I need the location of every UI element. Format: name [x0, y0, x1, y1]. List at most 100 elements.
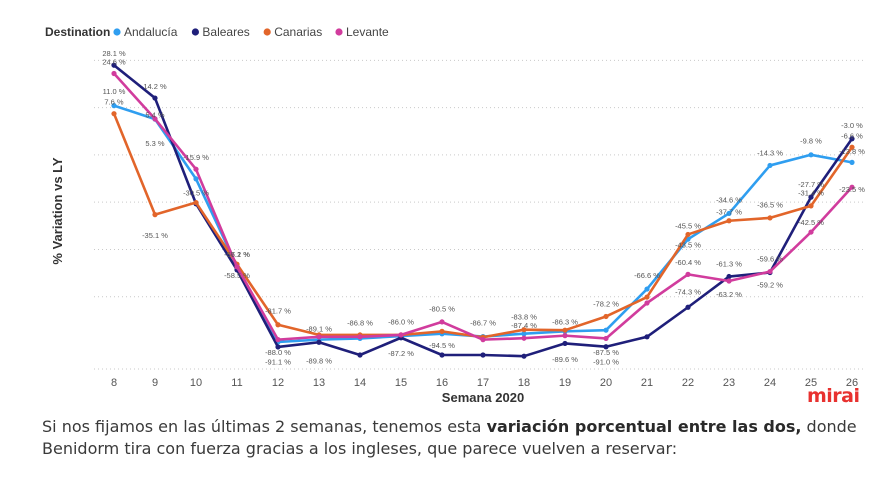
data-label-8: -15.9 %: [183, 153, 209, 162]
point-levante-12: [275, 337, 281, 343]
data-label-29: -87.5 %: [593, 348, 619, 357]
point-levante-8: [111, 70, 117, 77]
point-baleares-8: [111, 62, 117, 68]
point-canarias-12: [275, 322, 281, 328]
data-label-24: -83.8 %: [511, 313, 537, 322]
legend-marker-2: [263, 28, 271, 36]
legend-label-1: Baleares: [202, 25, 249, 39]
x-tick-label-24: 24: [764, 377, 776, 389]
data-label-38: -61.3 %: [716, 259, 742, 268]
data-label-47: -42.5 %: [798, 218, 824, 227]
data-label-48: -3.0 %: [841, 121, 863, 130]
data-label-32: -45.5 %: [675, 222, 701, 231]
legend-marker-3: [335, 28, 343, 36]
point-baleares-13: [316, 339, 322, 345]
data-label-46: -31.4 %: [798, 188, 824, 197]
point-baleares-14: [357, 352, 363, 358]
legend-marker-1: [191, 28, 199, 36]
point-baleares-23: [726, 273, 732, 280]
x-tick-label-20: 20: [600, 377, 612, 389]
data-label-16: -89.1 %: [306, 324, 332, 333]
point-levante-24: [767, 268, 773, 275]
legend-label-3: Levante: [346, 25, 389, 39]
point-andalucía-10: [193, 176, 199, 182]
caption-text: Si nos fijamos en las últimas 2 semanas,…: [42, 416, 872, 460]
data-label-45: -27.7 %: [798, 180, 824, 189]
caption-bold: variación porcentual entre las dos,: [486, 417, 802, 436]
data-label-41: -36.5 %: [757, 200, 783, 209]
data-label-36: -34.6 %: [716, 196, 742, 205]
legend-title: Destination: [45, 25, 110, 39]
data-label-11: -57.2 %: [224, 250, 250, 259]
point-canarias-25: [808, 203, 814, 209]
point-levante-18: [521, 335, 527, 341]
data-label-33: -43.5 %: [675, 240, 701, 249]
point-andalucía-8: [111, 103, 117, 109]
data-label-7: -35.1 %: [142, 231, 168, 240]
point-baleares-26: [849, 136, 855, 142]
data-label-39: -63.2 %: [716, 290, 742, 299]
point-levante-11: [234, 264, 240, 270]
legend-marker-0: [113, 28, 121, 36]
point-baleares-21: [644, 334, 650, 340]
x-tick-label-11: 11: [231, 377, 242, 389]
point-andalucía-23: [726, 210, 732, 217]
x-tick-label-14: 14: [354, 377, 366, 389]
point-andalucía-24: [767, 162, 773, 169]
data-label-37: -37.7 %: [716, 207, 742, 216]
x-tick-label-15: 15: [395, 377, 407, 389]
x-tick-label-22: 22: [682, 377, 694, 389]
point-canarias-9: [152, 212, 158, 218]
point-levante-10: [193, 166, 199, 172]
x-tick-label-23: 23: [723, 377, 735, 389]
data-label-20: -87.2 %: [388, 349, 414, 358]
x-tick-label-13: 13: [313, 377, 325, 389]
point-levante-17: [480, 337, 486, 343]
point-canarias-26: [849, 144, 855, 150]
data-label-34: -60.4 %: [675, 258, 701, 267]
point-canarias-19: [562, 327, 568, 333]
data-label-0: 28.1 %: [102, 49, 126, 58]
point-andalucía-18: [521, 331, 527, 337]
data-label-12: -58.5 %: [224, 271, 250, 280]
data-label-10: -56.1 %: [224, 250, 250, 259]
point-levante-23: [726, 278, 732, 284]
data-label-30: -91.0 %: [593, 357, 619, 366]
x-axis-label: Semana 2020: [442, 390, 524, 405]
data-label-27: -89.6 %: [552, 355, 578, 364]
point-levante-21: [644, 300, 650, 306]
mirai-logo: mirai: [807, 385, 860, 407]
x-tick-label-10: 10: [190, 377, 202, 389]
point-levante-25: [808, 229, 814, 235]
data-label-22: -94.5 %: [429, 341, 455, 350]
point-andalucía-25: [808, 152, 814, 158]
point-levante-9: [152, 116, 158, 122]
point-canarias-23: [726, 218, 732, 224]
data-label-35: -74.3 %: [675, 288, 701, 297]
point-canarias-20: [603, 313, 609, 320]
point-baleares-20: [603, 344, 609, 350]
point-andalucía-20: [603, 327, 609, 333]
data-label-28: -78.2 %: [593, 300, 619, 309]
caption-part-1: Si nos fijamos en las últimas 2 semanas,…: [42, 417, 487, 436]
data-label-21: -80.5 %: [429, 304, 455, 313]
x-tick-label-21: 21: [641, 377, 653, 389]
data-label-51: -23.5 %: [839, 185, 865, 194]
legend-label-0: Andalucía: [124, 25, 178, 39]
legend-label-2: Canarias: [274, 25, 322, 39]
data-label-14: -88.0 %: [265, 348, 291, 357]
data-label-19: -86.0 %: [388, 317, 414, 326]
point-baleares-9: [152, 95, 158, 101]
point-canarias-24: [767, 215, 773, 221]
data-label-9: -30.5 %: [183, 188, 209, 197]
data-label-5: 5.4 %: [145, 110, 165, 119]
x-tick-label-12: 12: [272, 377, 284, 389]
data-label-6: 5.3 %: [145, 139, 165, 148]
point-canarias-16: [439, 328, 445, 334]
point-levante-14: [357, 334, 363, 340]
data-label-42: -59.6 %: [757, 255, 783, 264]
data-label-3: 7.6 %: [104, 97, 124, 106]
x-tick-label-8: 8: [111, 377, 117, 389]
y-axis-label: % Variation vs LY: [50, 157, 65, 265]
data-label-17: -89.8 %: [306, 356, 332, 365]
